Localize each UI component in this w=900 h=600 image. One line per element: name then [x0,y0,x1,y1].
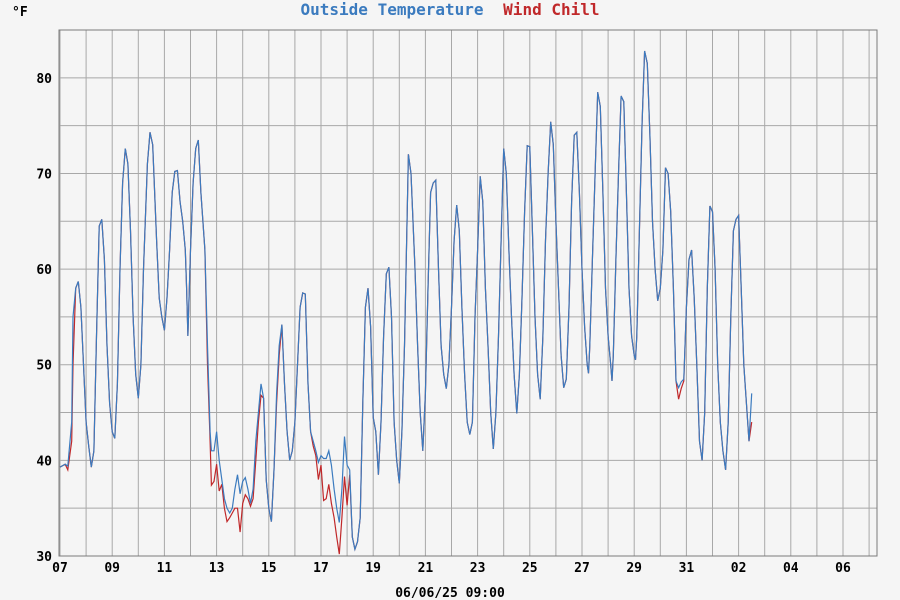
x-tick-label: 31 [679,561,695,576]
x-tick-label: 25 [522,561,538,576]
x-tick-label: 09 [104,561,120,576]
x-tick-labels: 07 09 11 13 15 17 19 21 23 25 27 29 31 02 04 06 [52,561,851,576]
x-tick-label: 21 [418,561,434,576]
y-tick-label: 50 [36,359,52,374]
x-tick-label: 13 [209,561,225,576]
title-temperature: Outside Temperature [301,0,484,19]
x-tick-label: 07 [52,561,68,576]
unit-label: °F [12,5,28,20]
chart-footer-timestamp: 06/06/25 09:00 [395,586,505,600]
y-tick-label: 30 [36,550,52,565]
y-tick-label: 60 [36,263,52,278]
x-tick-label: 06 [835,561,851,576]
y-tick-labels: 30 40 50 60 70 80 [36,72,52,565]
series-line-temperature [59,50,753,552]
x-tick-label: 11 [157,561,173,576]
y-tick-label: 80 [36,72,52,87]
x-tick-label: 27 [574,561,590,576]
x-tick-label: 19 [365,561,381,576]
x-tick-label: 23 [470,561,486,576]
x-tick-label: 29 [626,561,642,576]
plot-frame [58,29,878,557]
y-tick-label: 70 [36,167,52,182]
x-tick-label: 04 [783,561,799,576]
y-tick-label: 40 [36,454,52,469]
chart-title: Outside Temperature Wind Chill [301,0,600,19]
title-windchill: Wind Chill [503,0,599,19]
x-tick-label: 17 [313,561,329,576]
x-tick-label: 02 [731,561,747,576]
x-tick-label: 15 [261,561,277,576]
